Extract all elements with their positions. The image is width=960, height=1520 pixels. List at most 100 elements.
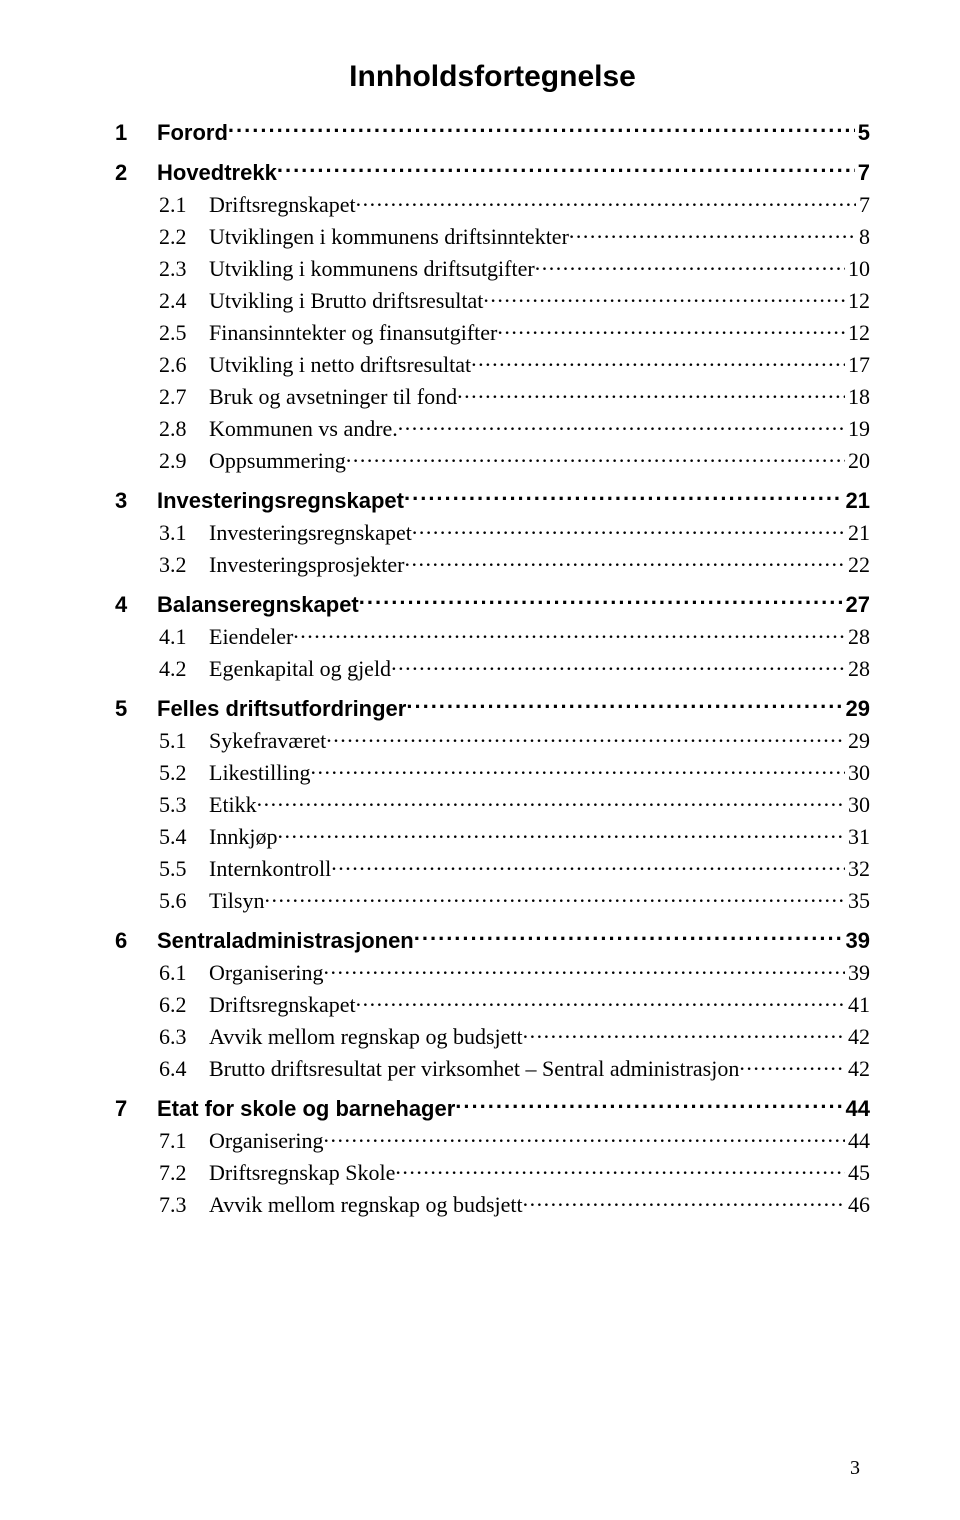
leader-dots bbox=[457, 382, 845, 404]
entry-label: Egenkapital og gjeld bbox=[209, 656, 391, 682]
entry-number: 2.5 bbox=[159, 320, 209, 346]
leader-dots bbox=[264, 886, 845, 908]
toc-entry: 2.7Bruk og avsetninger til fond 18 bbox=[115, 382, 870, 410]
entry-page: 35 bbox=[845, 888, 870, 914]
toc-entry: 5.1Sykefraværet 29 bbox=[115, 726, 870, 754]
entry-label: Avvik mellom regnskap og budsjett bbox=[209, 1192, 523, 1218]
entry-page: 10 bbox=[845, 256, 870, 282]
toc-entry: 2.6Utvikling i netto driftsresultat 17 bbox=[115, 350, 870, 378]
entry-page: 18 bbox=[845, 384, 870, 410]
entry-page: 21 bbox=[845, 520, 870, 546]
entry-page: 12 bbox=[845, 288, 870, 314]
toc-entry: 2.1Driftsregnskapet 7 bbox=[115, 190, 870, 218]
entry-label: Investeringsprosjekter bbox=[209, 552, 405, 578]
toc-entry: 7.1Organisering 44 bbox=[115, 1126, 870, 1154]
leader-dots bbox=[455, 1094, 842, 1116]
entry-label: Felles driftsutfordringer bbox=[157, 696, 406, 722]
leader-dots bbox=[406, 694, 842, 716]
leader-dots bbox=[323, 958, 845, 980]
toc-entry: 2.3Utvikling i kommunens driftsutgifter … bbox=[115, 254, 870, 282]
page-number: 3 bbox=[850, 1457, 860, 1480]
entry-label: Bruk og avsetninger til fond bbox=[209, 384, 457, 410]
leader-dots bbox=[569, 222, 856, 244]
entry-number: 5.3 bbox=[159, 792, 209, 818]
entry-label: Innkjøp bbox=[209, 824, 277, 850]
toc-entry: 7.3Avvik mellom regnskap og budsjett 46 bbox=[115, 1190, 870, 1218]
leader-dots bbox=[483, 286, 845, 308]
entry-page: 20 bbox=[845, 448, 870, 474]
entry-label: Internkontroll bbox=[209, 856, 331, 882]
entry-page: 42 bbox=[845, 1024, 870, 1050]
toc-entry: 3.2Investeringsprosjekter 22 bbox=[115, 550, 870, 578]
toc-entry: 2.4Utvikling i Brutto driftsresultat 12 bbox=[115, 286, 870, 314]
entry-page: 29 bbox=[845, 728, 870, 754]
leader-dots bbox=[257, 790, 845, 812]
entry-label: Eiendeler bbox=[209, 624, 293, 650]
entry-page: 28 bbox=[845, 656, 870, 682]
entry-page: 41 bbox=[845, 992, 870, 1018]
entry-number: 3.2 bbox=[159, 552, 209, 578]
entry-page: 32 bbox=[845, 856, 870, 882]
entry-number: 2 bbox=[115, 160, 157, 186]
leader-dots bbox=[398, 414, 845, 436]
leader-dots bbox=[404, 486, 843, 508]
toc-entry: 4Balanseregnskapet 27 bbox=[115, 590, 870, 618]
toc-entry: 5.5Internkontroll 32 bbox=[115, 854, 870, 882]
toc-entry: 6Sentraladministrasjonen 39 bbox=[115, 926, 870, 954]
entry-label: Sykefraværet bbox=[209, 728, 326, 754]
leader-dots bbox=[523, 1022, 845, 1044]
toc-entry: 6.1Organisering 39 bbox=[115, 958, 870, 986]
entry-label: Oppsummering bbox=[209, 448, 346, 474]
entry-page: 45 bbox=[845, 1160, 870, 1186]
entry-number: 3.1 bbox=[159, 520, 209, 546]
leader-dots bbox=[310, 758, 845, 780]
leader-dots bbox=[359, 590, 843, 612]
entry-label: Tilsyn bbox=[209, 888, 264, 914]
entry-label: Investeringsregnskapet bbox=[157, 488, 404, 514]
entry-number: 2.3 bbox=[159, 256, 209, 282]
entry-page: 31 bbox=[845, 824, 870, 850]
toc-title: Innholdsfortegnelse bbox=[115, 60, 870, 94]
entry-number: 6.4 bbox=[159, 1056, 209, 1082]
entry-page: 21 bbox=[843, 488, 870, 514]
toc-entry: 5.6Tilsyn 35 bbox=[115, 886, 870, 914]
entry-page: 8 bbox=[856, 224, 870, 250]
entry-page: 12 bbox=[845, 320, 870, 346]
leader-dots bbox=[356, 990, 845, 1012]
entry-label: Forord bbox=[157, 120, 228, 146]
entry-page: 7 bbox=[855, 160, 870, 186]
toc-entry: 6.2Driftsregnskapet 41 bbox=[115, 990, 870, 1018]
entry-label: Brutto driftsresultat per virksomhet – S… bbox=[209, 1056, 739, 1082]
leader-dots bbox=[414, 926, 843, 948]
entry-number: 5.6 bbox=[159, 888, 209, 914]
entry-label: Utviklingen i kommunens driftsinntekter bbox=[209, 224, 569, 250]
leader-dots bbox=[535, 254, 845, 276]
entry-number: 5.4 bbox=[159, 824, 209, 850]
leader-dots bbox=[523, 1190, 845, 1212]
entry-number: 2.4 bbox=[159, 288, 209, 314]
entry-label: Likestilling bbox=[209, 760, 310, 786]
leader-dots bbox=[228, 118, 855, 140]
entry-number: 5.5 bbox=[159, 856, 209, 882]
entry-number: 4.1 bbox=[159, 624, 209, 650]
entry-page: 46 bbox=[845, 1192, 870, 1218]
entry-page: 30 bbox=[845, 760, 870, 786]
entry-number: 2.7 bbox=[159, 384, 209, 410]
entry-page: 19 bbox=[845, 416, 870, 442]
leader-dots bbox=[497, 318, 845, 340]
toc-entry: 5.4Innkjøp 31 bbox=[115, 822, 870, 850]
toc-entry: 7.2Driftsregnskap Skole 45 bbox=[115, 1158, 870, 1186]
entry-label: Etikk bbox=[209, 792, 257, 818]
leader-dots bbox=[739, 1054, 845, 1076]
entry-number: 5 bbox=[115, 696, 157, 722]
entry-number: 2.9 bbox=[159, 448, 209, 474]
leader-dots bbox=[277, 822, 845, 844]
entry-label: Organisering bbox=[209, 960, 323, 986]
entry-number: 7.1 bbox=[159, 1128, 209, 1154]
entry-number: 7 bbox=[115, 1096, 157, 1122]
toc-entry: 3.1Investeringsregnskapet 21 bbox=[115, 518, 870, 546]
entry-page: 44 bbox=[843, 1096, 870, 1122]
toc-entry: 5.2Likestilling 30 bbox=[115, 758, 870, 786]
entry-label: Investeringsregnskapet bbox=[209, 520, 412, 546]
entry-number: 4.2 bbox=[159, 656, 209, 682]
